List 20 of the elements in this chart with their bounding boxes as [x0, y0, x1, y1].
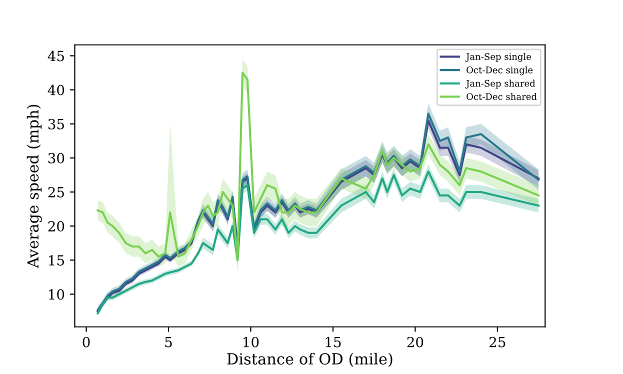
- legend-label: Oct-Dec single: [466, 66, 533, 76]
- x-tick-label: 5: [165, 337, 172, 348]
- y-tick-label: 25: [48, 186, 64, 198]
- y-tick-label: 45: [48, 50, 64, 62]
- x-axis-title: Distance of OD (mile): [227, 352, 392, 367]
- y-tick-label: 35: [48, 118, 64, 130]
- y-tick-label: 40: [48, 84, 64, 96]
- y-tick-label: 10: [49, 289, 64, 300]
- x-tick-label: 0: [82, 336, 90, 348]
- x-tick-label: 10: [244, 336, 259, 348]
- legend-label: Jan-Sep single: [465, 53, 532, 62]
- x-tick-label: 25: [490, 336, 506, 348]
- x-tick-label: 20: [407, 336, 424, 348]
- x-tick-label: 15: [326, 336, 341, 348]
- y-axis-title: Average speed (mph): [26, 104, 42, 268]
- legend-label: Jan-Sep shared: [465, 80, 536, 88]
- legend-label: Oct-Dec shared: [466, 93, 537, 100]
- y-tick-label: 20: [48, 221, 64, 232]
- y-tick-label: 30: [48, 152, 64, 164]
- y-tick-label: 15: [49, 255, 64, 266]
